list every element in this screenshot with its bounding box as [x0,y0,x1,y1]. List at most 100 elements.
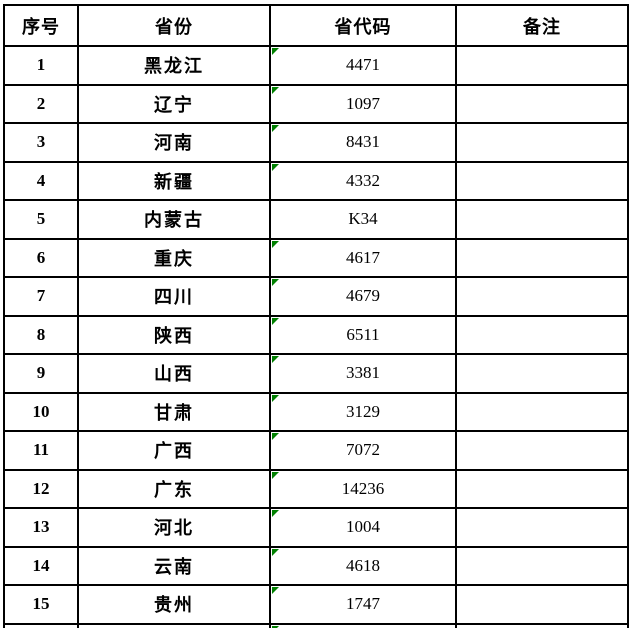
province-code-cell[interactable] [269,622,457,628]
province-code-cell[interactable]: 4679 [269,276,457,317]
province-code-value: 4679 [346,286,380,306]
number-stored-as-text-indicator-icon [272,587,279,594]
province-cell[interactable]: 广东 [77,468,271,509]
province-code-value: 3129 [346,401,380,421]
province-code-cell[interactable]: 1747 [269,584,457,625]
province-code-table: 序号 省份 省代码 备注 1 黑龙江 4471 2 辽宁 1097 3 河南 8431 4 新疆 43… [3,4,629,628]
province-code-cell[interactable]: 4618 [269,545,457,586]
remark-cell[interactable] [455,199,629,240]
province-cell[interactable]: 广西 [77,430,271,471]
row-number-cell[interactable]: 1 [3,45,79,86]
province-code-cell[interactable]: 14236 [269,468,457,509]
province-code-value: K34 [348,209,378,229]
table-row: 8 陕西 6511 [3,314,629,355]
province-code-value: 4617 [346,247,380,267]
province-code-cell[interactable]: 3381 [269,353,457,394]
province-code-value: 4618 [346,555,380,575]
col-header-province[interactable]: 省份 [77,4,271,47]
province-cell[interactable]: 四川 [77,276,271,317]
number-stored-as-text-indicator-icon [272,548,279,556]
remark-cell[interactable] [455,507,629,548]
remark-cell[interactable] [455,45,629,86]
remark-cell[interactable] [455,353,629,394]
province-code-value: 14236 [341,478,385,498]
table-row: 4 新疆 4332 [3,160,629,201]
province-cell[interactable]: 云南 [77,545,271,586]
col-header-no[interactable]: 序号 [3,4,79,47]
province-code-value: 1004 [346,517,380,537]
row-number-cell[interactable]: 10 [3,391,79,432]
col-header-code[interactable]: 省代码 [269,4,457,47]
number-stored-as-text-indicator-icon [272,86,279,94]
province-code-cell[interactable]: 4332 [269,160,457,201]
row-number-cell[interactable]: 3 [3,122,79,163]
province-cell[interactable]: 黑龙江 [77,45,271,86]
row-number-cell[interactable]: 14 [3,545,79,586]
number-stored-as-text-indicator-icon [272,510,279,517]
remark-cell[interactable] [455,430,629,471]
row-number-cell[interactable]: 11 [3,430,79,471]
remark-cell[interactable] [455,237,629,278]
province-cell[interactable]: 山西 [77,353,271,394]
table-row [3,622,629,628]
province-code-cell[interactable]: 8431 [269,122,457,163]
province-cell[interactable] [77,622,271,628]
province-cell[interactable]: 内蒙古 [77,199,271,240]
table-row: 2 辽宁 1097 [3,83,629,124]
row-number-cell[interactable]: 5 [3,199,79,240]
row-number-cell[interactable]: 7 [3,276,79,317]
province-cell[interactable]: 甘肃 [77,391,271,432]
number-stored-as-text-indicator-icon [272,125,279,132]
remark-cell[interactable] [455,83,629,124]
province-code-cell[interactable]: 1097 [269,83,457,124]
table-row: 11 广西 7072 [3,430,629,471]
province-cell[interactable]: 河北 [77,507,271,548]
province-code-value: 4471 [346,55,380,75]
province-cell[interactable]: 重庆 [77,237,271,278]
province-code-cell[interactable]: 3129 [269,391,457,432]
row-number-cell[interactable]: 4 [3,160,79,201]
province-code-cell[interactable]: 6511 [269,314,457,355]
table-row: 14 云南 4618 [3,545,629,586]
table-row: 6 重庆 4617 [3,237,629,278]
remark-cell[interactable] [455,391,629,432]
row-number-cell[interactable]: 6 [3,237,79,278]
remark-cell[interactable] [455,122,629,163]
remark-cell[interactable] [455,160,629,201]
province-code-cell[interactable]: 4471 [269,45,457,86]
province-cell[interactable]: 陕西 [77,314,271,355]
remark-cell[interactable] [455,584,629,625]
remark-cell[interactable] [455,314,629,355]
remark-cell[interactable] [455,276,629,317]
number-stored-as-text-indicator-icon [272,279,279,286]
row-number-cell[interactable]: 15 [3,584,79,625]
province-cell[interactable]: 贵州 [77,584,271,625]
number-stored-as-text-indicator-icon [272,240,279,248]
number-stored-as-text-indicator-icon [272,625,279,628]
province-code-cell[interactable]: 7072 [269,430,457,471]
row-number-cell[interactable] [3,622,79,628]
province-code-cell[interactable]: 1004 [269,507,457,548]
province-cell[interactable]: 河南 [77,122,271,163]
province-code-cell[interactable]: K34 [269,199,457,240]
header-row: 序号 省份 省代码 备注 [3,4,629,47]
remark-cell[interactable] [455,468,629,509]
province-cell[interactable]: 新疆 [77,160,271,201]
row-number-cell[interactable]: 8 [3,314,79,355]
row-number-cell[interactable]: 9 [3,353,79,394]
row-number-cell[interactable]: 13 [3,507,79,548]
number-stored-as-text-indicator-icon [272,471,279,479]
table-row: 3 河南 8431 [3,122,629,163]
province-code-cell[interactable]: 4617 [269,237,457,278]
row-number-cell[interactable]: 2 [3,83,79,124]
province-cell[interactable]: 辽宁 [77,83,271,124]
remark-cell[interactable] [455,545,629,586]
number-stored-as-text-indicator-icon [272,48,279,55]
table-row: 9 山西 3381 [3,353,629,394]
province-code-value: 4332 [346,170,380,190]
col-header-remark[interactable]: 备注 [455,4,629,47]
province-code-value: 1747 [346,594,380,614]
remark-cell[interactable] [455,622,629,628]
row-number-cell[interactable]: 12 [3,468,79,509]
